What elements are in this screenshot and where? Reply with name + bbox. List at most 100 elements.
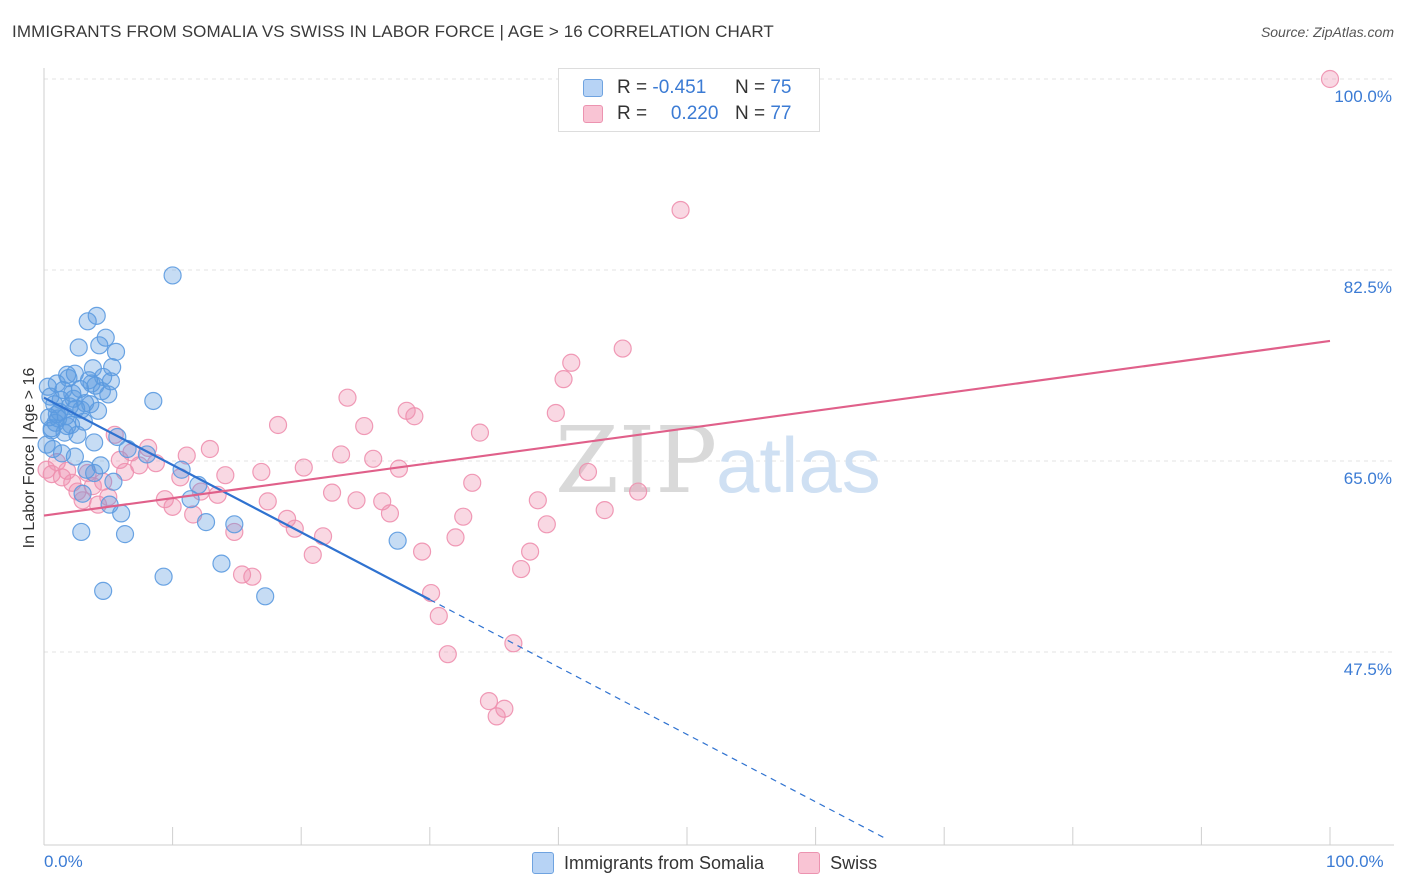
legend-label-somalia: Immigrants from Somalia (564, 852, 765, 873)
legend-swatch-swiss (798, 852, 821, 874)
somalia-point (115, 525, 135, 544)
trend-lines (43, 339, 1331, 839)
somalia-point (78, 312, 97, 331)
legend-swatch-somalia (532, 852, 554, 874)
somalia-point (118, 439, 137, 459)
grid-lines (44, 78, 1394, 653)
swiss-point (512, 559, 531, 579)
swiss-point (58, 461, 77, 480)
legend-n-value: 77 (770, 103, 792, 124)
y-tick-label: 82.5% (1343, 278, 1392, 297)
swiss-point (83, 477, 102, 496)
somalia-trend-extension (429, 599, 885, 839)
legend-item-swiss: Swiss (798, 852, 877, 874)
y-tick-label: 100.0% (1334, 87, 1392, 106)
watermark-zip: ZIP (555, 407, 717, 514)
y-tick-label: 47.5% (1343, 660, 1392, 679)
swiss-point (412, 542, 432, 561)
somalia-point (212, 554, 231, 573)
swiss-point (163, 497, 182, 516)
legend-n-label: N = (734, 103, 766, 124)
somalia-point (112, 504, 131, 523)
somalia-point (85, 433, 104, 452)
somalia-point (91, 456, 110, 475)
swiss-point (42, 464, 61, 484)
somalia-point (42, 419, 61, 438)
somalia-point (58, 416, 77, 436)
swiss-point (521, 542, 540, 561)
swiss-point (380, 504, 400, 523)
somalia-point (196, 513, 216, 532)
swiss-point (338, 388, 357, 407)
x-tick-label: 100.0% (1326, 852, 1384, 871)
somalia-point (65, 447, 84, 466)
swiss-point (200, 439, 219, 459)
swiss-point (313, 527, 333, 546)
series-somalia (37, 266, 407, 606)
swiss-point (613, 339, 632, 358)
somalia-point (69, 338, 88, 357)
axes (43, 68, 1394, 846)
swiss-point (479, 692, 499, 711)
swiss-point (578, 462, 598, 482)
swiss-point (487, 707, 506, 726)
y-tick-label: 65.0% (1343, 469, 1392, 488)
somalia-point (163, 266, 182, 285)
swiss-point (294, 458, 313, 477)
somalia-point (43, 439, 63, 459)
somalia-point (388, 531, 407, 550)
swiss-point (454, 507, 473, 526)
swiss-point (322, 483, 342, 502)
series-legend: Immigrants from Somalia Swiss (532, 852, 911, 874)
swiss-point (1320, 69, 1340, 89)
swiss-point (562, 353, 581, 372)
somalia-point (106, 342, 126, 361)
legend-row-swiss: R = 0.220 N = 77 (583, 102, 791, 126)
chart-title: IMMIGRANTS FROM SOMALIA VS SWISS IN LABO… (12, 22, 774, 41)
correlation-legend: R = -0.451 N = 75 R = 0.220 N = 77 (558, 68, 820, 132)
swiss-point (546, 403, 565, 423)
somalia-point (85, 463, 104, 483)
somalia-point (96, 328, 115, 347)
swiss-point (364, 449, 383, 468)
swiss-point (216, 466, 235, 485)
somalia-point (103, 358, 122, 377)
somalia-point (144, 391, 163, 411)
swiss-point (629, 482, 648, 501)
somalia-point (225, 515, 244, 534)
legend-n-value: 75 (770, 77, 792, 98)
somalia-point (104, 472, 123, 491)
legend-item-somalia: Immigrants from Somalia (532, 852, 764, 874)
swiss-point (671, 200, 690, 220)
legend-swatch-swiss (583, 105, 603, 123)
somalia-point (94, 581, 113, 600)
swiss-point (463, 473, 482, 492)
legend-n-label: N = (734, 77, 766, 98)
somalia-point (87, 306, 106, 325)
swiss-point (537, 515, 556, 534)
legend-r-value: 0.220 (670, 103, 719, 124)
swiss-point (355, 416, 374, 436)
swiss-point (303, 545, 322, 564)
swiss-point (225, 522, 244, 542)
somalia-point (256, 587, 275, 606)
somalia-point (92, 382, 111, 401)
swiss-point (528, 491, 547, 510)
watermark-atlas: atlas (716, 421, 881, 509)
y-axis-label: In Labor Force | Age > 16 (21, 367, 38, 549)
x-tick-label: 0.0% (44, 852, 83, 871)
swiss-point (595, 501, 614, 520)
swiss-point (421, 583, 441, 603)
somalia-point (72, 522, 91, 542)
somalia-point (72, 400, 91, 419)
legend-r-label: R = (617, 103, 648, 124)
series-swiss (37, 69, 1340, 726)
swiss-point (470, 423, 490, 442)
swiss-point (405, 407, 424, 426)
legend-r-label: R = (617, 77, 648, 98)
swiss-trend-line (43, 339, 1331, 517)
somalia-point (73, 484, 92, 503)
somalia-point (65, 364, 84, 383)
swiss-point (331, 445, 351, 464)
